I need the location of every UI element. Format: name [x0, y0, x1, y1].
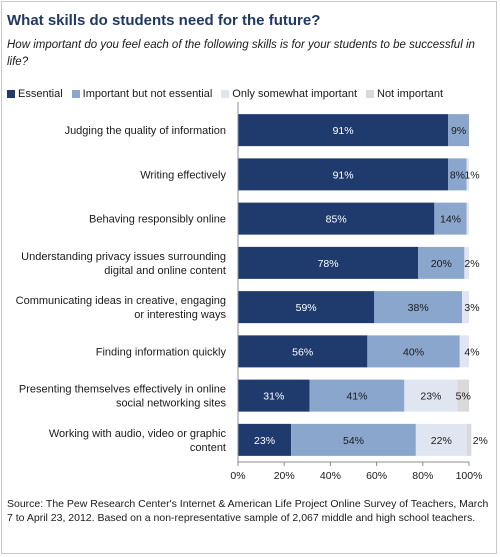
- data-label: 22%: [431, 435, 452, 447]
- legend-item-1: Important but not essential: [71, 88, 213, 100]
- chart-title: What skills do students need for the fut…: [7, 12, 321, 29]
- bar-segment: [448, 114, 469, 147]
- data-label: 23%: [254, 435, 275, 447]
- category-label: Working with audio, video or graphic cont…: [49, 428, 227, 454]
- data-label: 2%: [464, 258, 479, 270]
- bar-segment: [238, 379, 310, 412]
- bar-segment: [434, 202, 467, 235]
- x-tick-label: 0%: [230, 470, 245, 482]
- category-label: Judging the quality of information: [65, 125, 226, 137]
- bar-segment: [238, 335, 368, 368]
- legend-item-0: Essential: [7, 88, 63, 100]
- chart-legend: Essential Important but not essential Only…: [7, 88, 495, 100]
- legend-swatch: [7, 90, 15, 98]
- bar-segment: [457, 379, 469, 412]
- bar-segment: [238, 246, 419, 279]
- bar-segment: [418, 246, 465, 279]
- data-label: 3%: [464, 302, 479, 314]
- legend-swatch: [221, 90, 230, 98]
- data-label: 40%: [403, 346, 424, 358]
- data-label: 8%: [450, 169, 465, 181]
- x-tick-label: 20%: [274, 470, 295, 482]
- data-label: 38%: [408, 302, 429, 314]
- category-label: Communicating ideas in creative, engagin…: [16, 295, 227, 321]
- data-label: 14%: [440, 214, 461, 226]
- data-label: 2%: [473, 435, 488, 447]
- data-label: 91%: [333, 169, 354, 181]
- data-label: 41%: [346, 391, 367, 403]
- bar-segment: [459, 335, 469, 368]
- bar-segment: [291, 423, 416, 456]
- data-label: 54%: [343, 435, 364, 447]
- legend-label: Essential: [18, 88, 63, 100]
- bar-segment: [466, 423, 472, 456]
- data-label: 91%: [333, 125, 354, 137]
- source-note: Source: The Pew Research Center's Intern…: [7, 498, 489, 524]
- data-label: 78%: [318, 258, 339, 270]
- bar-segment: [415, 423, 467, 456]
- legend-label: Not important: [377, 88, 444, 100]
- x-tick-label: 80%: [412, 470, 433, 482]
- data-label: 4%: [464, 346, 479, 358]
- data-label: 31%: [263, 391, 284, 403]
- data-label: 1%: [464, 169, 479, 181]
- bar-segment: [462, 291, 469, 324]
- legend-label: Important but not essential: [82, 88, 213, 100]
- chart-subtitle: How important do you feel each of the fo…: [7, 39, 475, 68]
- category-label: Finding information quickly: [96, 346, 227, 358]
- category-label: Presenting themselves effectively in onl…: [19, 384, 227, 410]
- legend-item-3: Not important: [366, 88, 443, 100]
- bar-segment: [466, 202, 469, 235]
- legend-item-2: Only somewhat important: [221, 88, 357, 100]
- legend-swatch: [71, 90, 80, 98]
- bar-segment: [404, 379, 458, 412]
- bar-segment: [464, 246, 469, 279]
- bar-segment: [238, 202, 435, 235]
- bar-segment: [238, 158, 449, 191]
- data-label: 23%: [420, 391, 441, 403]
- data-label: 9%: [451, 125, 466, 137]
- bar-segment: [466, 158, 469, 191]
- data-label: 56%: [292, 346, 313, 358]
- x-tick-label: 60%: [366, 470, 387, 482]
- bar-segment: [238, 423, 292, 456]
- data-label: 59%: [296, 302, 317, 314]
- bar-segment: [309, 379, 405, 412]
- category-label: Understanding privacy issues surrounding…: [21, 251, 226, 277]
- x-tick-label: 100%: [456, 470, 483, 482]
- bar-segment: [367, 335, 460, 368]
- x-tick-label: 40%: [320, 470, 341, 482]
- bar-segment: [374, 291, 463, 324]
- data-label: 85%: [326, 214, 347, 226]
- data-label: 20%: [431, 258, 452, 270]
- data-label: 5%: [456, 391, 471, 403]
- legend-swatch: [366, 90, 374, 98]
- bar-segment: [238, 291, 375, 324]
- bar-segment: [238, 114, 449, 147]
- bar-segment: [448, 158, 467, 191]
- category-label: Writing effectively: [140, 169, 226, 181]
- category-label: Behaving responsibly online: [89, 214, 226, 226]
- legend-label: Only somewhat important: [232, 88, 357, 100]
